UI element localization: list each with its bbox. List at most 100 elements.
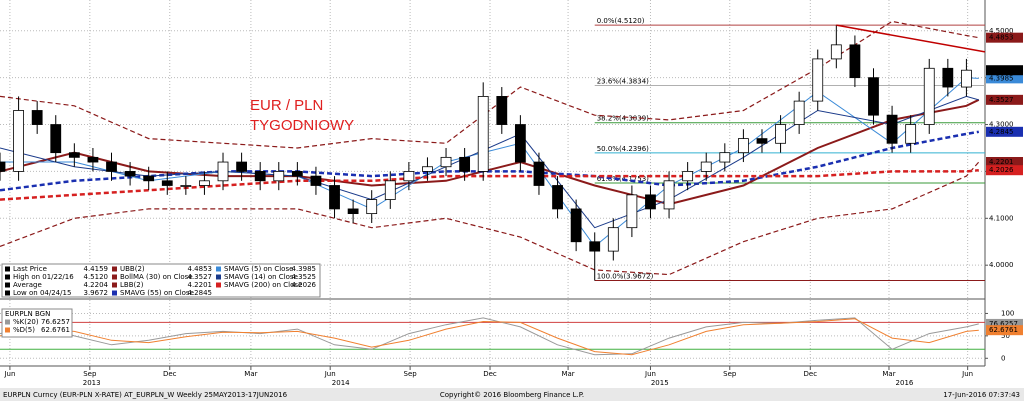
candle-body [422, 166, 433, 172]
legend-value: 4.2201 [188, 281, 213, 289]
legend-swatch [216, 274, 221, 280]
candle-body [87, 156, 99, 163]
plot: 0.0%(4.5120) 23.6%(4.3834) 38.2%(4.3039) 50… [0, 0, 986, 370]
x-tick-label: Dec [483, 370, 497, 378]
x-tick-label: Sep [723, 370, 737, 378]
candle-body [682, 171, 694, 182]
legend-swatch [5, 327, 10, 333]
legend-swatch [112, 266, 117, 272]
value-tag [986, 325, 1023, 336]
value-tag [986, 73, 1023, 84]
legend-label: SMAVG (55) on Close [120, 289, 194, 297]
x-tick-label: Sep [404, 370, 418, 378]
candle-body [143, 175, 155, 182]
x-tick-label: Mar [244, 370, 257, 378]
candle-body [905, 124, 917, 144]
candle-body [273, 171, 285, 182]
value-tag-label: 4.4159 [989, 66, 1014, 74]
legend-label: Last Price [13, 265, 47, 273]
x-tick-label: Mar [882, 370, 895, 378]
fib-label: 23.6%(4.3834) [597, 77, 649, 85]
candle-body [942, 67, 954, 88]
value-tag-label: 4.3985 [989, 74, 1014, 82]
candle-body [496, 96, 508, 125]
legend-value: 4.4853 [188, 265, 213, 273]
x-tick-label: Jun [644, 370, 656, 378]
candle-body [161, 180, 173, 186]
value-tag-label: 4.2201 [989, 158, 1014, 166]
candle-body [756, 138, 768, 144]
legend-value: 62.6761 [41, 326, 70, 334]
x-year-label: 2013 [83, 379, 101, 387]
candle-body [477, 96, 489, 172]
legend-label: Low on 04/24/15 [13, 289, 71, 297]
legend-box [1, 308, 73, 338]
x-tick-label: Jun [3, 370, 15, 378]
annotation: TYGODNIOWY [250, 117, 354, 134]
value-tag-label: 4.2026 [989, 166, 1014, 174]
x-tick-label: Sep [83, 370, 97, 378]
legend-swatch [5, 266, 10, 272]
value-tag [986, 165, 1023, 176]
candle-body [663, 180, 675, 210]
candle-body [329, 185, 340, 210]
legend: EURPLN BGN%K(20) 76.6257 %D(5) 62.6761 [1, 308, 73, 338]
legend-label: BollMA (30) on Close [120, 273, 193, 281]
candle-body [793, 100, 805, 125]
legend-value: 4.3527 [188, 273, 213, 281]
candle-body [552, 185, 563, 210]
value-tag [986, 157, 1023, 168]
candle-body [31, 110, 43, 125]
candle-body [626, 194, 638, 229]
legend-label: SMAVG (5) on Close [224, 265, 293, 273]
value-tag [986, 126, 1023, 137]
legend-label: %D(5) [13, 326, 35, 334]
candle-body [812, 58, 824, 102]
legend-swatch [5, 282, 10, 288]
footer-bar [0, 388, 1024, 401]
candle-body [589, 241, 601, 252]
candle-body [886, 114, 898, 144]
legend-swatch [216, 282, 221, 288]
legend-title: EURPLN BGN [5, 310, 50, 318]
legend-swatch [5, 319, 10, 325]
legend-swatch [216, 266, 221, 272]
legend-value: 4.2845 [188, 289, 213, 297]
candle-body [199, 180, 210, 186]
x-year-label: 2015 [651, 379, 669, 387]
value-tag-label: 76.6257 [989, 320, 1018, 328]
fib-label: 0.0%(4.5120) [597, 17, 645, 25]
candle-body [923, 67, 935, 125]
y-tick-label: 4.1000 [989, 214, 1014, 222]
candle-body [0, 161, 6, 172]
candle-body [217, 161, 229, 182]
legend-value: 4.2026 [292, 281, 317, 289]
x-tick-label: Mar [561, 370, 574, 378]
footer-right: 17-Jun-2016 07:37:43 [943, 391, 1020, 399]
fib-label: 50.0%(4.2396) [597, 145, 649, 153]
legend-label: UBB(2) [120, 265, 145, 273]
candle-body [384, 180, 396, 200]
candle-body [254, 171, 266, 182]
candle-body [849, 44, 861, 79]
candle-body [291, 171, 303, 177]
candle-body [124, 171, 136, 177]
y-tick-label: 4.0000 [989, 261, 1014, 269]
candle-body [775, 124, 786, 144]
value-tag [986, 32, 1023, 43]
candle-body [366, 199, 378, 215]
candle-body [830, 44, 842, 60]
legend-label: SMAVG (200) on Close [224, 281, 302, 289]
x-tick-label: Dec [804, 370, 818, 378]
candle-body [961, 69, 972, 88]
x-year-label: 2014 [332, 379, 350, 387]
legend-value: 4.3525 [292, 273, 317, 281]
candle-body [514, 124, 526, 163]
candle-body [50, 124, 62, 154]
overlay-line [0, 161, 980, 276]
legend-label: High on 01/22/16 [13, 273, 74, 281]
candle-body [68, 152, 80, 158]
x-tick-label: Jun [961, 370, 973, 378]
overlay-line [0, 20, 979, 149]
